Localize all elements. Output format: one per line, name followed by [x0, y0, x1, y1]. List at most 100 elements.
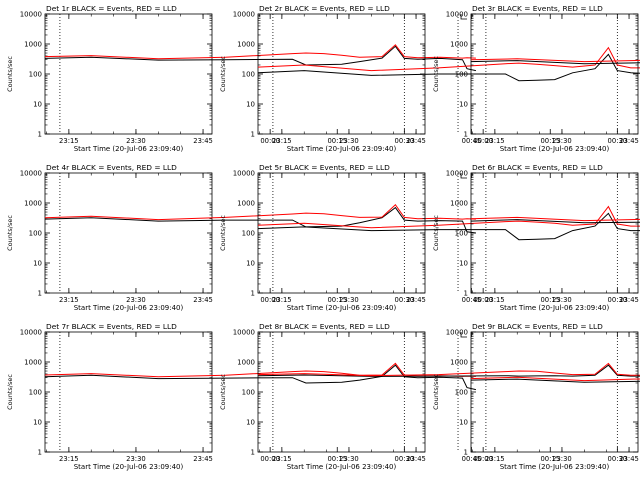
detector-panel: Det 8r BLACK = Events, RED = LLD11010010…: [219, 322, 640, 471]
x-tick-label: 23:30: [552, 296, 572, 304]
x-axis-label: Start Time (20-Jul-06 23:09:40): [500, 463, 610, 471]
x-tick-label: 00:30: [608, 137, 628, 145]
x-tick-label: 23:45: [193, 137, 213, 145]
panel-title: Det 7r BLACK = Events, RED = LLD: [46, 322, 177, 331]
plot-frame: [44, 331, 213, 453]
detector-panel: Det 1r BLACK = Events, RED = LLD11010010…: [6, 4, 481, 153]
panel-title: Det 9r BLACK = Events, RED = LLD: [472, 322, 603, 331]
y-tick-label: 10: [459, 101, 468, 109]
lld-series-line: [470, 58, 640, 63]
y-tick-label: 10000: [233, 170, 255, 178]
x-tick-label: 00:15: [327, 455, 347, 463]
panel-title: Det 1r BLACK = Events, RED = LLD: [46, 4, 177, 13]
x-tick-label: 23:30: [126, 455, 146, 463]
x-tick-label: 00:15: [327, 137, 347, 145]
events-series-line: [470, 219, 640, 224]
y-axis-label: Counts/sec: [6, 215, 14, 251]
x-tick-label: 23:30: [126, 296, 146, 304]
y-tick-label: 1: [464, 449, 468, 457]
x-tick-label: 23:30: [339, 296, 359, 304]
x-tick-label: 23:15: [59, 137, 79, 145]
x-tick-label: 23:45: [619, 296, 639, 304]
x-tick-label: 23:15: [485, 137, 505, 145]
y-tick-label: 100: [455, 71, 468, 79]
x-tick-label: 23:15: [59, 296, 79, 304]
x-tick-label: 00:30: [395, 296, 415, 304]
corner-marker: [460, 332, 468, 338]
x-tick-label: 23:45: [406, 137, 426, 145]
lld-series-line: [44, 44, 476, 60]
y-axis-label: Counts/sec: [219, 215, 227, 251]
panel-title: Det 4r BLACK = Events, RED = LLD: [46, 163, 177, 172]
y-axis-label: Counts/sec: [219, 374, 227, 410]
y-tick-label: 1000: [237, 41, 255, 49]
plot-frame: [470, 331, 639, 453]
y-tick-label: 10: [246, 419, 255, 427]
x-axis-label: Start Time (20-Jul-06 23:09:40): [287, 304, 397, 312]
x-tick-label: 00:45: [462, 137, 482, 145]
events-series-line: [470, 60, 640, 65]
y-tick-label: 100: [242, 230, 255, 238]
y-axis-label: Counts/sec: [6, 56, 14, 92]
y-tick-label: 10: [246, 260, 255, 268]
y-tick-label: 1: [251, 449, 255, 457]
x-tick-label: 00:15: [327, 296, 347, 304]
events-series-line: [257, 212, 640, 241]
x-tick-label: 00:30: [395, 137, 415, 145]
y-tick-label: 10000: [446, 329, 468, 337]
x-axis-label: Start Time (20-Jul-06 23:09:40): [74, 304, 184, 312]
y-tick-label: 10000: [20, 11, 42, 19]
y-tick-label: 1: [464, 290, 468, 298]
x-tick-label: 00:30: [608, 455, 628, 463]
events-series-line: [44, 364, 477, 391]
plot-frame: [257, 13, 426, 135]
y-axis-label: Counts/sec: [432, 215, 440, 251]
y-tick-label: 1000: [24, 200, 42, 208]
panel-title: Det 5r BLACK = Events, RED = LLD: [259, 163, 390, 172]
x-tick-label: 23:30: [339, 137, 359, 145]
lld-series-line: [257, 205, 640, 229]
x-tick-label: 23:30: [552, 137, 572, 145]
detector-panel: Det 3r BLACK = Events, RED = LLD 1 10 100 10…: [432, 4, 640, 153]
x-tick-label: 00:15: [540, 137, 560, 145]
y-tick-label: 1000: [450, 41, 468, 49]
y-tick-label: 1000: [24, 359, 42, 367]
y-tick-label: 1: [38, 449, 42, 457]
x-tick-label: 23:15: [272, 137, 292, 145]
x-axis-label: Start Time (20-Jul-06 23:09:40): [287, 145, 397, 153]
y-tick-label: 10: [246, 101, 255, 109]
x-axis-label: Start Time (20-Jul-06 23:09:40): [500, 304, 610, 312]
panel-title: Det 8r BLACK = Events, RED = LLD: [259, 322, 390, 331]
x-tick-label: 23:45: [406, 296, 426, 304]
y-tick-label: 100: [29, 389, 42, 397]
plot-frame: [257, 172, 426, 294]
y-tick-label: 100: [242, 389, 255, 397]
x-tick-label: 00:45: [462, 296, 482, 304]
detector-panel: Det 4r BLACK = Events, RED = LLD 1 10 100 10…: [6, 163, 481, 312]
x-tick-label: 00:00: [260, 296, 280, 304]
y-tick-label: 100: [455, 230, 468, 238]
panel-title: Det 3r BLACK = Events, RED = LLD: [472, 4, 603, 13]
y-tick-label: 10000: [233, 11, 255, 19]
panel-title: Det 2r BLACK = Events, RED = LLD: [259, 4, 390, 13]
lld-series-line: [257, 362, 640, 377]
plot-frame: [257, 331, 426, 453]
plot-frame: [470, 172, 639, 294]
x-tick-label: 23:45: [619, 455, 639, 463]
x-tick-label: 00:00: [260, 455, 280, 463]
detector-panel: Det 2r BLACK = Events, RED = LLD11010010…: [219, 4, 640, 153]
x-tick-label: 23:15: [485, 296, 505, 304]
y-axis-label: Counts/sec: [432, 56, 440, 92]
corner-marker: [460, 173, 468, 179]
events-series-line: [257, 53, 640, 82]
y-tick-label: 1000: [450, 359, 468, 367]
x-tick-label: 00:30: [608, 296, 628, 304]
panel-title: Det 6r BLACK = Events, RED = LLD: [472, 163, 603, 172]
x-axis-label: Start Time (20-Jul-06 23:09:40): [500, 145, 610, 153]
plot-frame: [44, 13, 213, 135]
y-tick-label: 10: [33, 101, 42, 109]
y-tick-label: 10: [33, 419, 42, 427]
x-tick-label: 23:15: [272, 296, 292, 304]
y-tick-label: 10: [459, 419, 468, 427]
